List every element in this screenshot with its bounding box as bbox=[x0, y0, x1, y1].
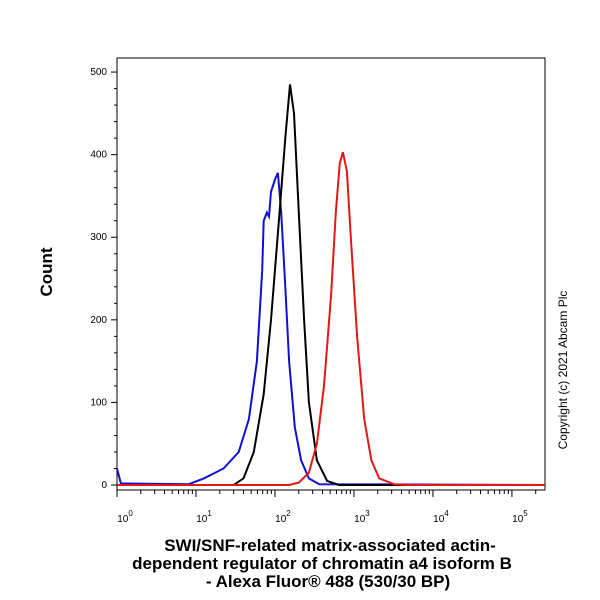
x-tick-exponent: 4 bbox=[444, 509, 449, 518]
y-tick-label: 400 bbox=[90, 150, 107, 161]
x-tick-exponent: 5 bbox=[523, 509, 528, 518]
y-tick-label: 300 bbox=[90, 232, 107, 243]
x-tick-label: 105 bbox=[512, 509, 528, 525]
x-tick-base: 10 bbox=[117, 514, 129, 525]
x-tick-base: 10 bbox=[433, 514, 445, 525]
y-tick-label: 200 bbox=[90, 315, 107, 326]
y-tick-label: 100 bbox=[90, 397, 107, 408]
copyright: Copyright (c) 2021 Abcam Plc bbox=[556, 291, 570, 450]
histogram-line bbox=[116, 172, 546, 486]
x-axis-label: SWI/SNF-related matrix-associated actin- bbox=[164, 536, 496, 555]
y-axis-label: Count bbox=[37, 247, 56, 296]
x-tick-exponent: 3 bbox=[365, 509, 370, 518]
x-tick-base: 10 bbox=[512, 514, 524, 525]
x-tick-label: 102 bbox=[275, 509, 291, 525]
x-tick-label: 100 bbox=[117, 509, 133, 525]
x-axis-label: dependent regulator of chromatin a4 isof… bbox=[132, 554, 512, 573]
x-axis-label: - Alexa Fluor® 488 (530/30 BP) bbox=[206, 572, 450, 591]
x-tick-label: 101 bbox=[196, 509, 212, 525]
x-tick-base: 10 bbox=[196, 514, 208, 525]
plot-frame bbox=[116, 57, 546, 491]
x-tick-base: 10 bbox=[354, 514, 366, 525]
y-tick-label: 500 bbox=[90, 67, 107, 78]
y-tick-label: 0 bbox=[101, 480, 107, 491]
x-tick-exponent: 1 bbox=[207, 509, 212, 518]
x-tick-exponent: 2 bbox=[286, 509, 291, 518]
x-tick-label: 103 bbox=[354, 509, 370, 525]
x-tick-label: 104 bbox=[433, 509, 449, 525]
x-tick-base: 10 bbox=[275, 514, 287, 525]
x-tick-exponent: 0 bbox=[128, 509, 133, 518]
histogram-line bbox=[117, 151, 545, 486]
histogram-line bbox=[117, 84, 545, 486]
